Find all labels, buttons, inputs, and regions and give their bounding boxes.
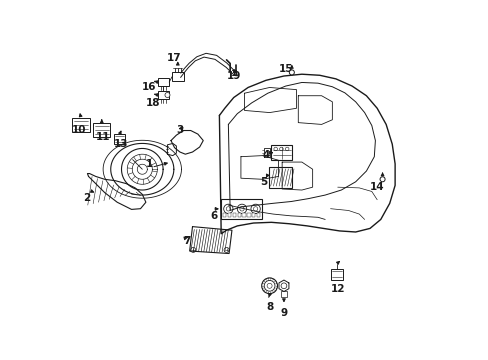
Text: 15: 15 bbox=[278, 64, 292, 74]
FancyBboxPatch shape bbox=[252, 213, 255, 217]
Text: 17: 17 bbox=[167, 53, 182, 63]
Text: 3: 3 bbox=[176, 125, 183, 135]
Text: 18: 18 bbox=[145, 98, 160, 108]
FancyBboxPatch shape bbox=[158, 91, 169, 99]
Text: 5: 5 bbox=[260, 177, 267, 187]
Text: 13: 13 bbox=[113, 139, 128, 149]
Circle shape bbox=[253, 207, 257, 211]
Circle shape bbox=[250, 204, 260, 213]
Text: 10: 10 bbox=[71, 125, 86, 135]
Circle shape bbox=[285, 147, 288, 151]
FancyBboxPatch shape bbox=[232, 213, 236, 217]
Circle shape bbox=[289, 70, 294, 75]
FancyBboxPatch shape bbox=[223, 213, 226, 217]
FancyBboxPatch shape bbox=[247, 213, 250, 217]
Text: 6: 6 bbox=[210, 211, 217, 221]
Circle shape bbox=[190, 247, 195, 252]
FancyBboxPatch shape bbox=[257, 213, 260, 217]
FancyBboxPatch shape bbox=[271, 145, 292, 160]
Circle shape bbox=[266, 283, 271, 288]
Text: 16: 16 bbox=[142, 82, 156, 92]
FancyBboxPatch shape bbox=[330, 269, 343, 280]
Text: 4: 4 bbox=[262, 150, 269, 160]
FancyBboxPatch shape bbox=[158, 78, 169, 86]
FancyBboxPatch shape bbox=[172, 72, 183, 81]
FancyBboxPatch shape bbox=[114, 134, 125, 144]
Text: 12: 12 bbox=[330, 284, 344, 294]
Text: 7: 7 bbox=[183, 236, 190, 246]
Circle shape bbox=[226, 207, 230, 211]
Circle shape bbox=[237, 204, 246, 213]
Text: 11: 11 bbox=[95, 132, 110, 142]
Text: 9: 9 bbox=[280, 308, 287, 318]
FancyBboxPatch shape bbox=[268, 167, 292, 188]
FancyBboxPatch shape bbox=[72, 118, 89, 132]
FancyBboxPatch shape bbox=[93, 123, 110, 137]
FancyBboxPatch shape bbox=[221, 199, 262, 219]
Circle shape bbox=[223, 204, 233, 213]
Text: 8: 8 bbox=[265, 302, 273, 312]
Circle shape bbox=[264, 280, 274, 291]
Circle shape bbox=[164, 93, 170, 98]
Text: 1: 1 bbox=[145, 159, 153, 169]
FancyBboxPatch shape bbox=[242, 213, 245, 217]
Circle shape bbox=[273, 147, 277, 151]
Circle shape bbox=[281, 283, 286, 289]
Text: 14: 14 bbox=[369, 182, 384, 192]
Circle shape bbox=[279, 147, 283, 151]
Text: 2: 2 bbox=[83, 193, 90, 203]
Circle shape bbox=[224, 247, 228, 252]
FancyBboxPatch shape bbox=[227, 213, 231, 217]
Text: 19: 19 bbox=[226, 71, 241, 81]
FancyBboxPatch shape bbox=[237, 213, 240, 217]
Circle shape bbox=[379, 177, 384, 182]
Circle shape bbox=[239, 207, 244, 211]
FancyBboxPatch shape bbox=[281, 291, 286, 297]
Circle shape bbox=[261, 278, 277, 294]
